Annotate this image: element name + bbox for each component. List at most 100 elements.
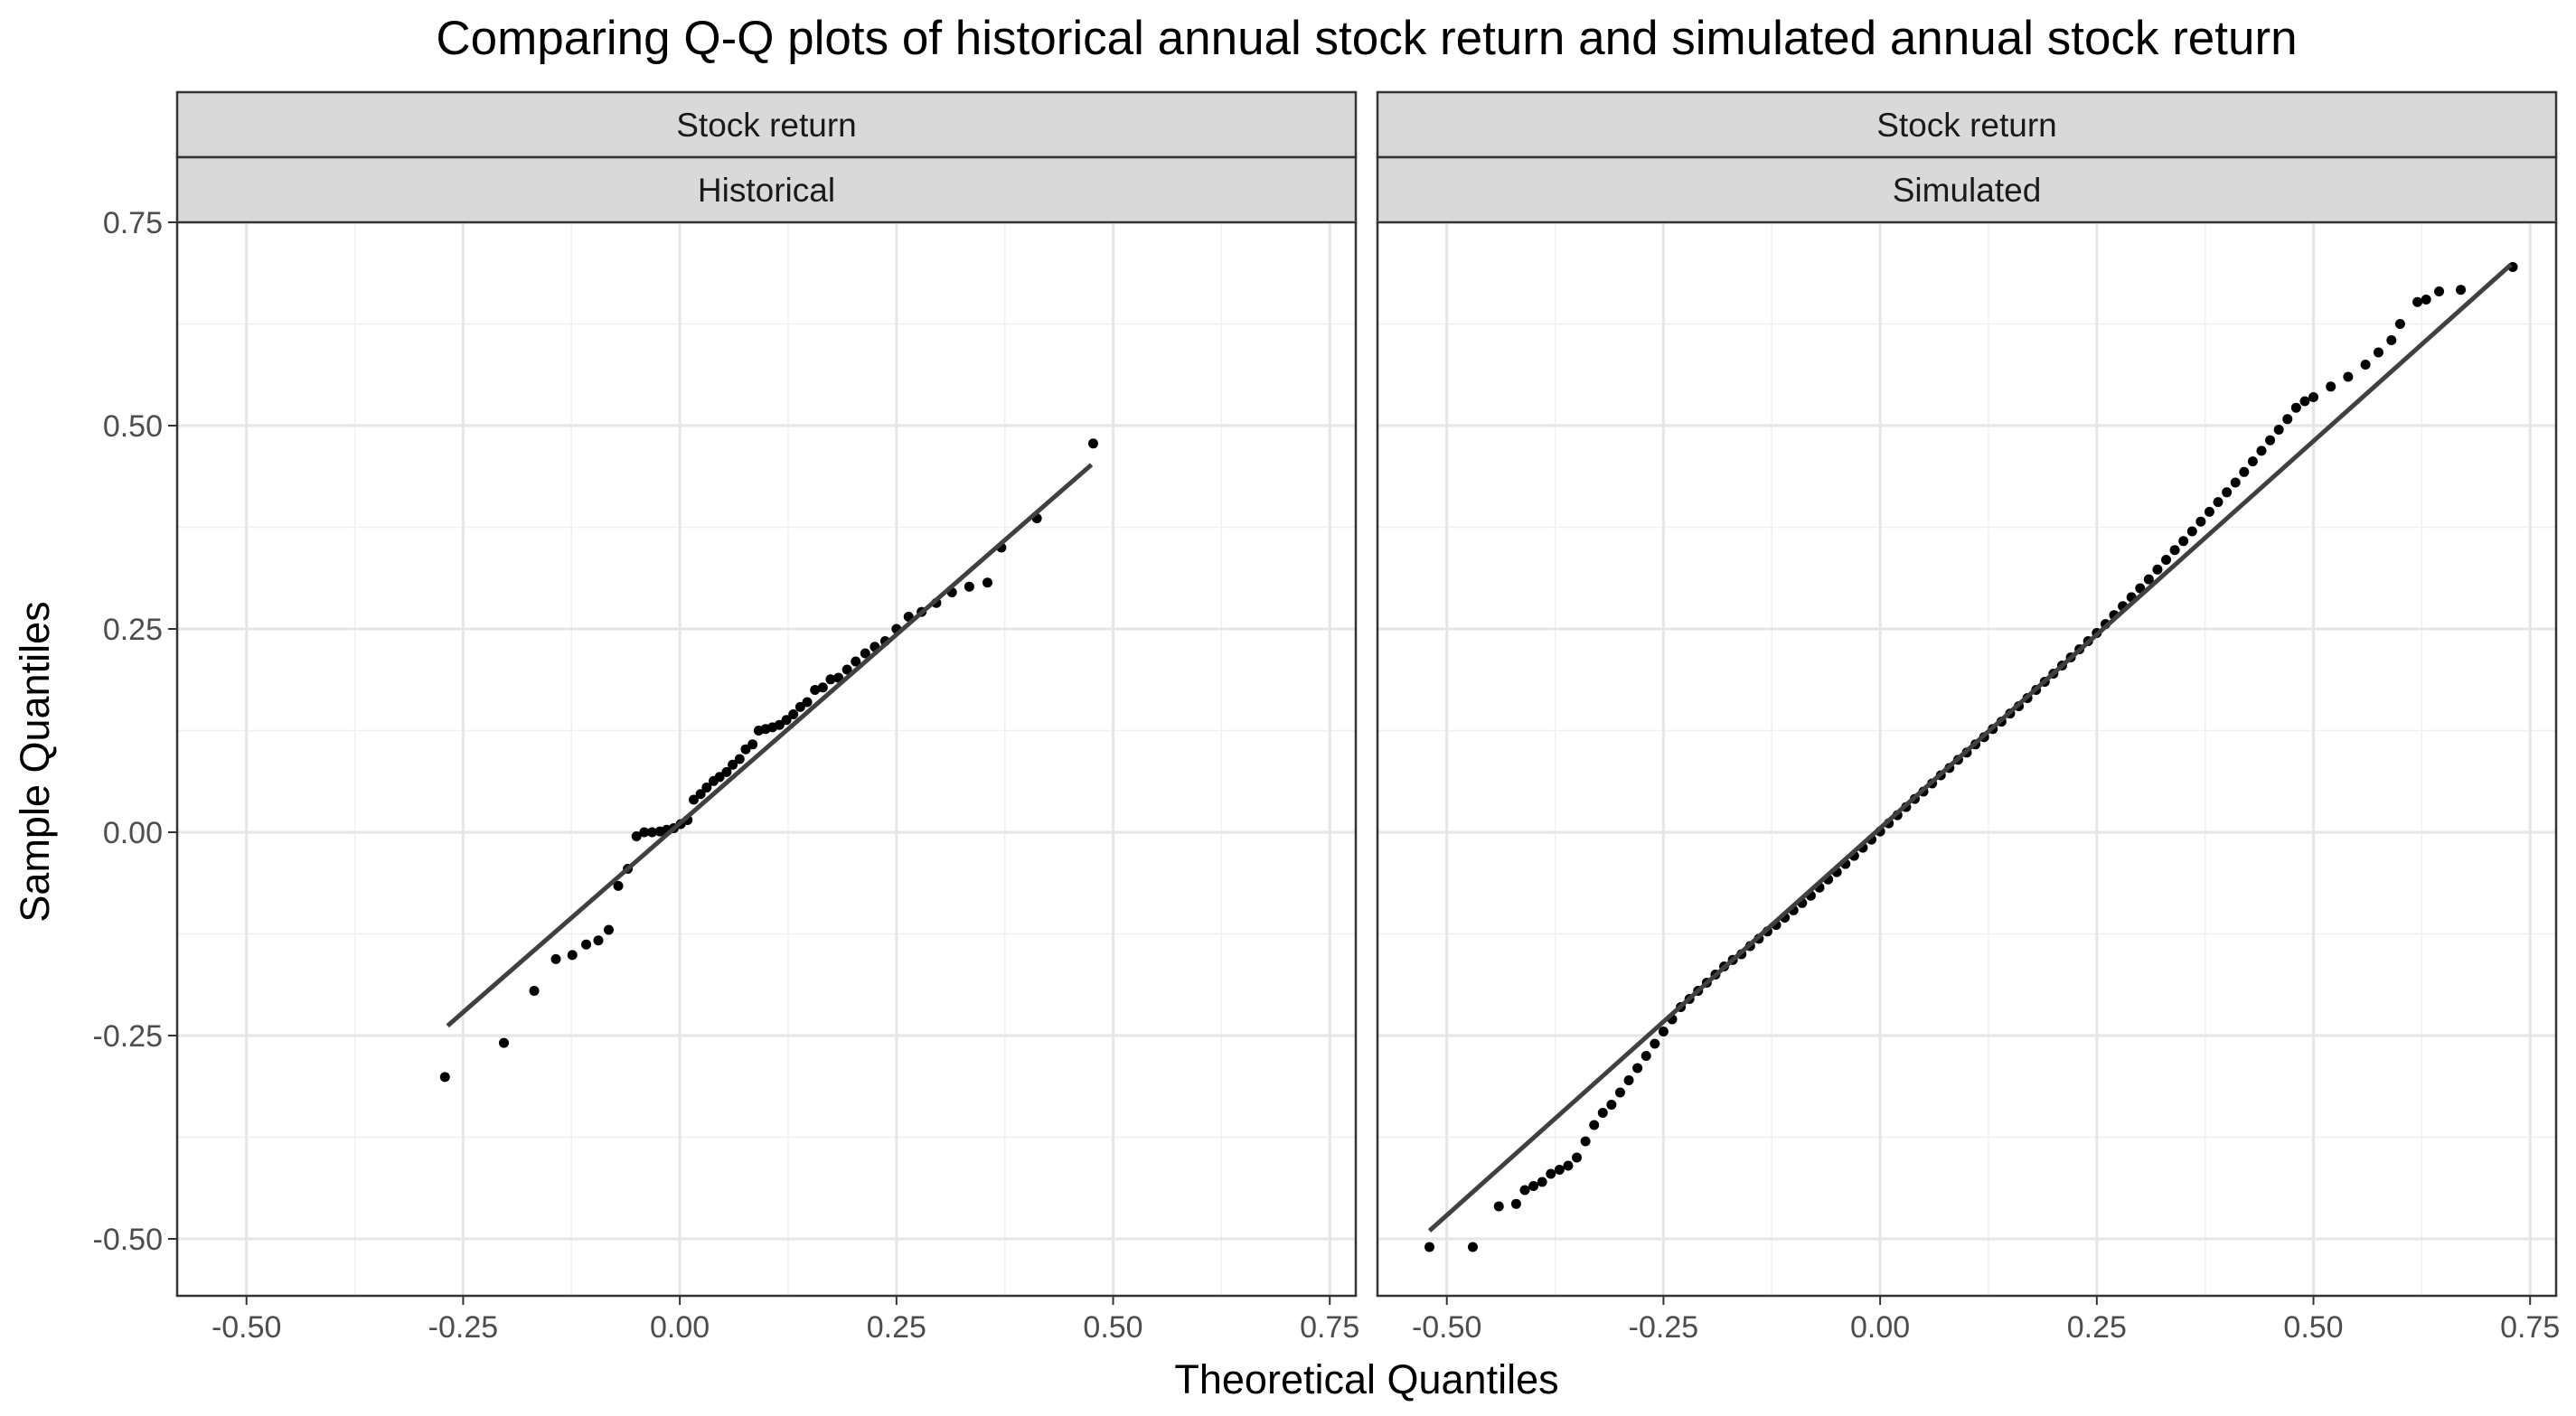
qq-point [2239, 466, 2250, 477]
strip-bottom-box [1376, 155, 2558, 224]
y-tick-label: 0.50 [103, 409, 163, 444]
qq-point [1087, 438, 1098, 449]
qq-point [2161, 555, 2172, 565]
qq-point [714, 772, 725, 783]
qq-point [964, 581, 974, 592]
panels-layer: -0.50 -0.25 0.00 0.25 0.50 0.75 Stock return Hi… [93, 90, 2560, 1345]
qq-point [781, 715, 792, 726]
strip-bottom-box [175, 155, 1358, 224]
qq-point [2360, 360, 2371, 370]
qq-point [2230, 477, 2241, 488]
qq-point [2247, 456, 2258, 467]
qq-point [2282, 414, 2293, 425]
y-tick-label: -0.50 [93, 1223, 164, 1257]
qq-point [747, 739, 758, 750]
x-tick-label: 0.00 [1850, 1310, 1910, 1345]
x-tick-label: -0.50 [1412, 1310, 1482, 1345]
qq-point [982, 577, 992, 588]
qq-point [1641, 1051, 1651, 1061]
panel-historical: Stock return Historical -0.50 -0.25 0.00 0.25… [175, 90, 1359, 1345]
strip-top-box [1376, 90, 2558, 159]
qq-point [1510, 1198, 1521, 1209]
qq-point [2421, 295, 2431, 305]
qq-point [788, 709, 799, 719]
qq-point [2343, 371, 2354, 382]
qq-point [1580, 1136, 1591, 1147]
qq-point [1623, 1075, 1634, 1085]
qq-point [1632, 1063, 1643, 1074]
panel-border [1376, 220, 2558, 1298]
y-tick-label: -0.25 [93, 1019, 164, 1054]
qq-point [794, 701, 805, 712]
qq-point [2308, 392, 2319, 402]
qq-point [740, 744, 751, 755]
qq-point [1658, 1027, 1669, 1036]
qq-point [1606, 1100, 1617, 1110]
qq-point [639, 827, 650, 838]
qq-point [721, 766, 732, 777]
panel-simulated: Stock return Simulated -0.50 -0.25 0.00 0.25 0… [1376, 90, 2560, 1345]
qq-point [2178, 536, 2189, 547]
x-tick-label: -0.50 [212, 1310, 282, 1345]
qq-point [2326, 381, 2336, 392]
qq-point [1614, 1087, 1625, 1098]
x-tick-label: 0.50 [2283, 1310, 2343, 1345]
qq-point [2273, 425, 2284, 435]
qq-point [2394, 319, 2405, 329]
qq-point [2204, 506, 2214, 517]
strip-top-label: Stock return [676, 107, 856, 144]
qq-point [550, 953, 561, 964]
chart-title: Comparing Q-Q plots of historical annual… [436, 12, 2297, 65]
qq-point [2152, 564, 2163, 575]
qq-point [1597, 1108, 1608, 1118]
qq-point [810, 685, 821, 695]
x-tick-label: -0.25 [428, 1310, 499, 1345]
qq-point [567, 950, 578, 961]
y-axis-title: Sample Quantiles [12, 601, 58, 922]
qq-point [2299, 396, 2310, 407]
qq-point [2373, 347, 2383, 358]
qq-point [860, 648, 870, 659]
qq-point [2222, 487, 2233, 498]
qq-point [2412, 296, 2423, 307]
qq-point [1563, 1160, 1574, 1171]
strip-bottom-label: Simulated [1893, 172, 2042, 209]
qq-point [734, 754, 745, 764]
qq-point [2256, 445, 2267, 456]
qq-point [439, 1072, 450, 1083]
qq-point [2290, 402, 2301, 413]
panel-border [175, 220, 1358, 1298]
x-tick-label: 0.50 [1083, 1310, 1142, 1345]
qq-point [695, 789, 706, 800]
x-tick-label: 0.75 [2500, 1310, 2560, 1345]
x-tick-label: 0.25 [867, 1310, 926, 1345]
qq-point [841, 664, 852, 675]
qq-point [2456, 285, 2467, 295]
strip-top-label: Stock return [1876, 107, 2056, 144]
y-tick-label: 0.25 [103, 613, 163, 647]
qq-point [2169, 545, 2180, 556]
qq-point [701, 783, 712, 792]
qq-point [2195, 516, 2206, 527]
qq-point [613, 880, 624, 891]
qq-point [1493, 1201, 1504, 1212]
qq-point [2213, 497, 2223, 508]
qq-point [802, 697, 813, 708]
qq-point [603, 924, 614, 935]
qq-point [1537, 1177, 1547, 1187]
x-tick-label: 0.75 [1300, 1310, 1359, 1345]
qq-point [851, 656, 861, 667]
qq-reference-line [1427, 262, 2513, 1233]
qq-point [581, 939, 592, 950]
qq-point [774, 719, 785, 730]
qq-point [2265, 435, 2276, 445]
qq-point [2434, 286, 2445, 296]
x-tick-label: -0.25 [1629, 1310, 1699, 1345]
qq-point [2386, 335, 2397, 345]
qq-point [1528, 1181, 1539, 1191]
qq-point [593, 935, 604, 946]
qq-point [1546, 1168, 1556, 1179]
plot-background [177, 222, 1356, 1296]
x-axis-title: Theoretical Quantiles [1174, 1356, 1558, 1402]
